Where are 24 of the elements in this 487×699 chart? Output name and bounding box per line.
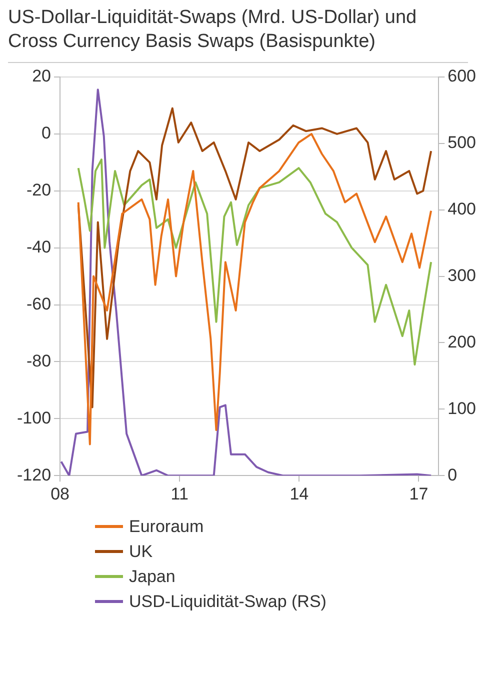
x-tick-label: 14	[290, 484, 309, 504]
y2-tick-label: 600	[448, 66, 476, 86]
legend-label: USD-Liquidität-Swap (RS)	[129, 592, 326, 612]
chart-title: US-Dollar-Liquidität-Swaps (Mrd. US-Dollar) und Cross Currency Basis Swaps (Basispunkte)	[8, 6, 468, 63]
y-tick-label: -80	[26, 351, 52, 370]
legend-label: UK	[129, 542, 153, 562]
x-tick-label: 17	[409, 484, 428, 504]
x-tick-label: 08	[50, 484, 70, 504]
y2-tick-label: 100	[448, 398, 476, 418]
y2-tick-label: 200	[448, 332, 476, 352]
y2-tick-label: 500	[448, 133, 476, 152]
y-tick-label: -60	[26, 294, 52, 314]
legend-label: Japan	[129, 566, 176, 586]
y2-tick-label: 400	[448, 200, 476, 219]
y-tick-label: 20	[32, 66, 52, 86]
y-tick-label: 0	[42, 124, 52, 143]
y-tick-label: -100	[16, 408, 52, 428]
y2-tick-label: 0	[448, 465, 458, 484]
x-tick-label: 11	[170, 484, 188, 504]
y2-tick-label: 300	[448, 266, 476, 285]
legend-label: Euroraum	[129, 516, 204, 536]
y-tick-label: -40	[26, 238, 52, 257]
y-tick-label: -120	[16, 465, 52, 484]
y-tick-label: -20	[26, 180, 52, 200]
